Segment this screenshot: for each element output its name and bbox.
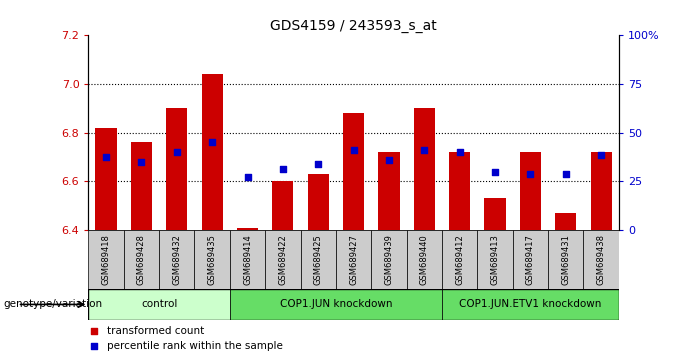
Point xyxy=(88,328,99,333)
Bar xyxy=(230,230,265,289)
Bar xyxy=(159,230,194,289)
Text: GSM689439: GSM689439 xyxy=(384,234,394,285)
Text: GSM689414: GSM689414 xyxy=(243,234,252,285)
Bar xyxy=(95,128,117,230)
Bar xyxy=(583,230,619,289)
Bar xyxy=(449,152,471,230)
Text: GSM689440: GSM689440 xyxy=(420,234,429,285)
Title: GDS4159 / 243593_s_at: GDS4159 / 243593_s_at xyxy=(270,19,437,33)
Bar xyxy=(484,199,506,230)
Bar xyxy=(201,74,223,230)
Bar xyxy=(513,230,548,289)
Text: GSM689428: GSM689428 xyxy=(137,234,146,285)
Text: GSM689431: GSM689431 xyxy=(561,234,571,285)
Text: GSM689412: GSM689412 xyxy=(455,234,464,285)
Bar xyxy=(124,230,159,289)
Bar xyxy=(442,289,619,320)
Point xyxy=(88,343,99,349)
Bar xyxy=(378,152,400,230)
Point xyxy=(490,169,500,175)
Bar xyxy=(555,213,577,230)
Point xyxy=(101,154,112,160)
Text: genotype/variation: genotype/variation xyxy=(3,299,103,309)
Point xyxy=(242,174,253,179)
Text: GSM689413: GSM689413 xyxy=(490,234,500,285)
Bar xyxy=(590,152,612,230)
Bar xyxy=(131,143,152,230)
Bar xyxy=(336,230,371,289)
Text: GSM689435: GSM689435 xyxy=(207,234,217,285)
Text: control: control xyxy=(141,299,177,309)
Text: transformed count: transformed count xyxy=(107,326,204,336)
Text: GSM689422: GSM689422 xyxy=(278,234,288,285)
Bar xyxy=(442,230,477,289)
Bar xyxy=(88,230,124,289)
Bar xyxy=(407,230,442,289)
Bar xyxy=(413,108,435,230)
Point xyxy=(560,171,571,177)
Point xyxy=(384,157,394,162)
Point xyxy=(348,147,359,153)
Text: GSM689432: GSM689432 xyxy=(172,234,182,285)
Point xyxy=(454,149,465,155)
Bar xyxy=(194,230,230,289)
Text: COP1.JUN.ETV1 knockdown: COP1.JUN.ETV1 knockdown xyxy=(459,299,602,309)
Point xyxy=(419,147,430,153)
Point xyxy=(596,152,607,158)
Text: GSM689417: GSM689417 xyxy=(526,234,535,285)
Point xyxy=(313,161,324,167)
Point xyxy=(136,159,147,165)
Bar xyxy=(520,152,541,230)
Text: GSM689427: GSM689427 xyxy=(349,234,358,285)
Text: GSM689418: GSM689418 xyxy=(101,234,111,285)
Text: GSM689425: GSM689425 xyxy=(313,234,323,285)
Bar xyxy=(230,289,442,320)
Point xyxy=(525,171,536,177)
Text: percentile rank within the sample: percentile rank within the sample xyxy=(107,341,283,351)
Bar xyxy=(237,228,258,230)
Bar xyxy=(88,289,230,320)
Bar xyxy=(477,230,513,289)
Bar xyxy=(265,230,301,289)
Point xyxy=(277,166,288,172)
Point xyxy=(171,149,182,155)
Text: GSM689438: GSM689438 xyxy=(596,234,606,285)
Bar xyxy=(307,174,329,230)
Bar xyxy=(548,230,583,289)
Bar xyxy=(166,108,188,230)
Bar xyxy=(301,230,336,289)
Bar xyxy=(343,113,364,230)
Text: COP1.JUN knockdown: COP1.JUN knockdown xyxy=(279,299,392,309)
Bar xyxy=(371,230,407,289)
Point xyxy=(207,139,218,145)
Bar xyxy=(272,182,294,230)
